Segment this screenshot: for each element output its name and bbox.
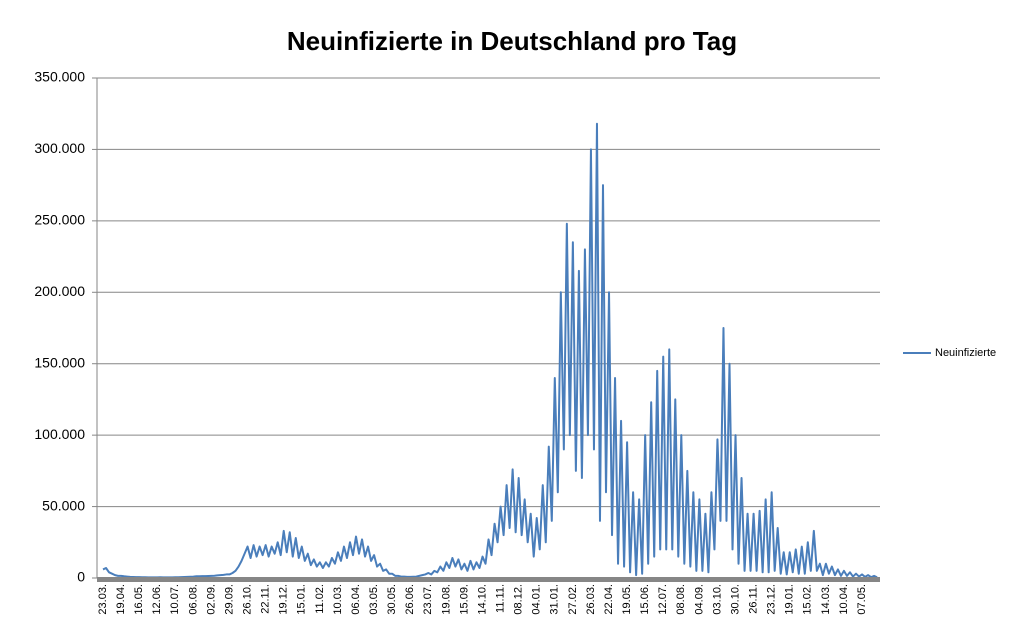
x-tick-label: 23.03. — [97, 584, 109, 615]
chart-title: Neuinfizierte in Deutschland pro Tag — [287, 26, 737, 56]
x-tick-label: 26.11. — [747, 584, 759, 614]
x-tick-label: 31.01. — [549, 584, 561, 615]
x-tick-label: 14.10. — [476, 584, 488, 615]
x-tick-label: 22.11. — [260, 584, 272, 614]
x-tick-label: 10.04. — [838, 584, 850, 615]
x-tick-label: 07.05. — [856, 584, 868, 615]
y-tick-label: 150.000 — [34, 354, 85, 370]
x-tick-label: 08.08. — [675, 584, 687, 615]
x-tick-label: 15.01. — [296, 584, 308, 615]
x-tick-label: 06.04. — [350, 584, 362, 615]
x-tick-label: 19.01. — [784, 584, 796, 615]
x-tick-label: 30.05. — [386, 584, 398, 615]
x-tick-label: 15.02. — [802, 584, 814, 615]
x-tick-label: 19.12. — [278, 584, 290, 615]
x-tick-label: 04.09. — [693, 584, 705, 615]
x-tick-label: 03.05. — [368, 584, 380, 615]
x-tick-label: 11.02. — [314, 584, 326, 614]
x-tick-label: 12.06. — [151, 584, 163, 615]
x-tick-label: 06.08. — [187, 584, 199, 615]
y-tick-label: 250.000 — [34, 212, 85, 228]
x-tick-label: 22.04. — [603, 584, 615, 615]
x-tick-label: 27.02. — [567, 584, 579, 615]
x-tick-label: 03.10. — [711, 584, 723, 615]
x-tick-label: 10.03. — [332, 584, 344, 615]
x-tick-label: 04.01. — [531, 584, 543, 615]
x-tick-label: 08.12. — [513, 584, 525, 615]
y-tick-label: 50.000 — [42, 497, 85, 513]
x-tick-label: 19.04. — [115, 584, 127, 615]
x-tick-label: 16.05. — [133, 584, 145, 615]
y-tick-label: 200.000 — [34, 283, 85, 299]
x-tick-label: 12.07. — [657, 584, 669, 615]
x-tick-label: 29.09. — [223, 584, 235, 615]
x-tick-label: 19.08. — [440, 584, 452, 615]
x-tick-label: 26.10. — [241, 584, 253, 615]
x-tick-label: 11.11. — [494, 584, 506, 613]
y-tick-label: 0 — [77, 569, 85, 585]
x-axis — [97, 577, 880, 582]
legend-label: Neuinfizierte — [935, 347, 996, 359]
y-tick-label: 300.000 — [34, 140, 85, 156]
x-tick-label: 23.07. — [422, 584, 434, 615]
x-tick-label: 14.03. — [820, 584, 832, 615]
x-tick-label: 26.06. — [404, 584, 416, 615]
data-line — [102, 122, 878, 579]
x-tick-label: 26.03. — [585, 584, 597, 615]
x-tick-label: 10.07. — [169, 584, 181, 615]
x-tick-label: 02.09. — [205, 584, 217, 615]
x-tick-label: 30.10. — [729, 584, 741, 615]
y-tick-label: 350.000 — [34, 69, 85, 85]
x-tick-label: 15.09. — [458, 584, 470, 615]
y-tick-label: 100.000 — [34, 426, 85, 442]
x-tick-label: 19.05. — [621, 584, 633, 615]
x-tick-label: 15.06. — [639, 584, 651, 615]
x-tick-label: 23.12. — [766, 584, 778, 615]
